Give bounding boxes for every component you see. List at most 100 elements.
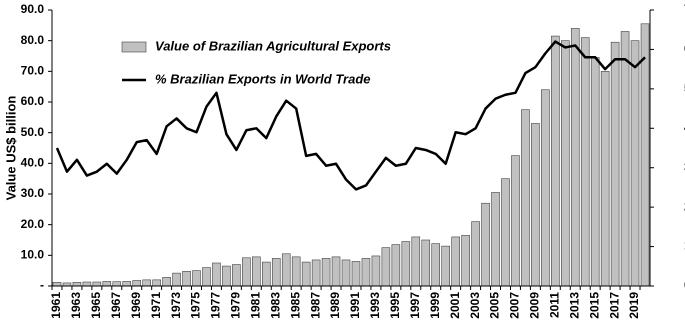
bar <box>361 258 371 287</box>
x-tick-label: 1979 <box>229 292 243 319</box>
bar <box>501 178 510 287</box>
bar <box>242 257 251 287</box>
bar <box>531 123 540 287</box>
bar <box>511 155 520 287</box>
x-tick-label: 1973 <box>169 292 183 319</box>
bar <box>212 262 221 287</box>
x-tick-label: 1971 <box>149 292 163 319</box>
bar <box>202 267 211 287</box>
bar <box>381 247 391 287</box>
bar <box>152 279 161 287</box>
x-tick-label: 2011 <box>547 292 561 318</box>
bar <box>471 221 480 287</box>
x-tick-label: 1977 <box>209 292 223 319</box>
bar <box>341 259 351 287</box>
bar <box>192 270 201 287</box>
bar <box>411 236 421 287</box>
x-tick-label: 1961 <box>49 292 63 319</box>
bar <box>92 281 102 287</box>
bar <box>560 40 570 287</box>
x-tick-label: 1987 <box>308 292 322 319</box>
bar <box>491 192 500 287</box>
y-tick-label: 10.0 <box>21 248 45 262</box>
bar <box>72 282 82 287</box>
x-tick-label: 2017 <box>607 292 621 319</box>
x-tick-label: 1997 <box>408 292 422 319</box>
y-tick-label: 40.0 <box>21 156 45 170</box>
bar <box>521 109 530 287</box>
x-tick-label: 1985 <box>288 292 302 319</box>
bar <box>461 235 470 287</box>
bar <box>541 89 550 287</box>
bar <box>281 253 291 287</box>
bar <box>610 41 620 287</box>
bar <box>82 281 92 287</box>
x-tick-label: 1993 <box>368 292 382 319</box>
x-tick-label: 2009 <box>528 292 542 319</box>
x-tick-label: 1983 <box>268 292 282 319</box>
bar <box>102 281 112 287</box>
bar <box>431 243 441 287</box>
bar <box>481 202 490 287</box>
bar <box>311 259 321 287</box>
bar <box>590 57 600 287</box>
legend-label: Value of Brazilian Agricultural Exports <box>155 38 391 53</box>
bar <box>291 256 301 287</box>
x-tick-label: 1967 <box>109 292 123 319</box>
bar <box>441 245 450 287</box>
bar <box>600 71 610 287</box>
y-tick-label: 80.0 <box>21 33 45 47</box>
bar <box>331 256 341 287</box>
x-tick-label: 1975 <box>189 292 203 319</box>
bar <box>142 279 151 287</box>
bar <box>451 236 460 287</box>
bar <box>351 261 361 287</box>
bar <box>182 270 191 287</box>
legend-swatch <box>121 41 147 53</box>
bar <box>551 35 560 287</box>
legend-label: % Brazilian Exports in World Trade <box>155 71 371 86</box>
y-tick-label: 70.0 <box>21 64 45 78</box>
y-axis-label: Value US$ billion <box>3 96 18 201</box>
bar <box>172 272 181 287</box>
y-tick-label: 60.0 <box>21 94 45 108</box>
bar <box>261 261 271 287</box>
bar <box>371 255 381 287</box>
bar <box>122 281 132 287</box>
bar <box>112 281 122 287</box>
bar <box>401 241 411 287</box>
x-tick-label: 1995 <box>388 292 402 319</box>
y-tick-label: 30.0 <box>21 186 45 200</box>
bar <box>391 244 401 287</box>
y-tick-label: 50.0 <box>21 125 45 139</box>
x-tick-label: 1965 <box>89 292 103 319</box>
bar <box>301 261 311 287</box>
x-tick-label: 1969 <box>129 292 143 319</box>
y-tick-label: 90.0 <box>21 2 45 16</box>
bar <box>271 258 281 287</box>
x-tick-label: 2015 <box>587 292 601 319</box>
x-tick-label: 2003 <box>468 292 482 319</box>
x-tick-label: 1991 <box>348 292 362 319</box>
bar <box>252 256 261 287</box>
bar <box>421 239 431 287</box>
bar <box>232 264 241 287</box>
x-tick-label: 1989 <box>328 292 342 319</box>
x-tick-label: 2001 <box>448 292 462 319</box>
bar <box>580 37 590 287</box>
x-tick-label: 1999 <box>428 292 442 319</box>
y-tick-label: - <box>40 278 44 292</box>
x-tick-label: 1981 <box>248 292 262 319</box>
x-tick-label: 1963 <box>69 292 83 319</box>
x-tick-label: 2007 <box>508 292 522 319</box>
bar <box>570 28 580 287</box>
bar <box>162 277 171 287</box>
bar <box>321 258 331 287</box>
line <box>55 40 646 191</box>
bar <box>630 40 640 287</box>
x-tick-label: 2005 <box>488 292 502 319</box>
y-tick-label: 20.0 <box>21 217 45 231</box>
bar <box>222 265 231 287</box>
